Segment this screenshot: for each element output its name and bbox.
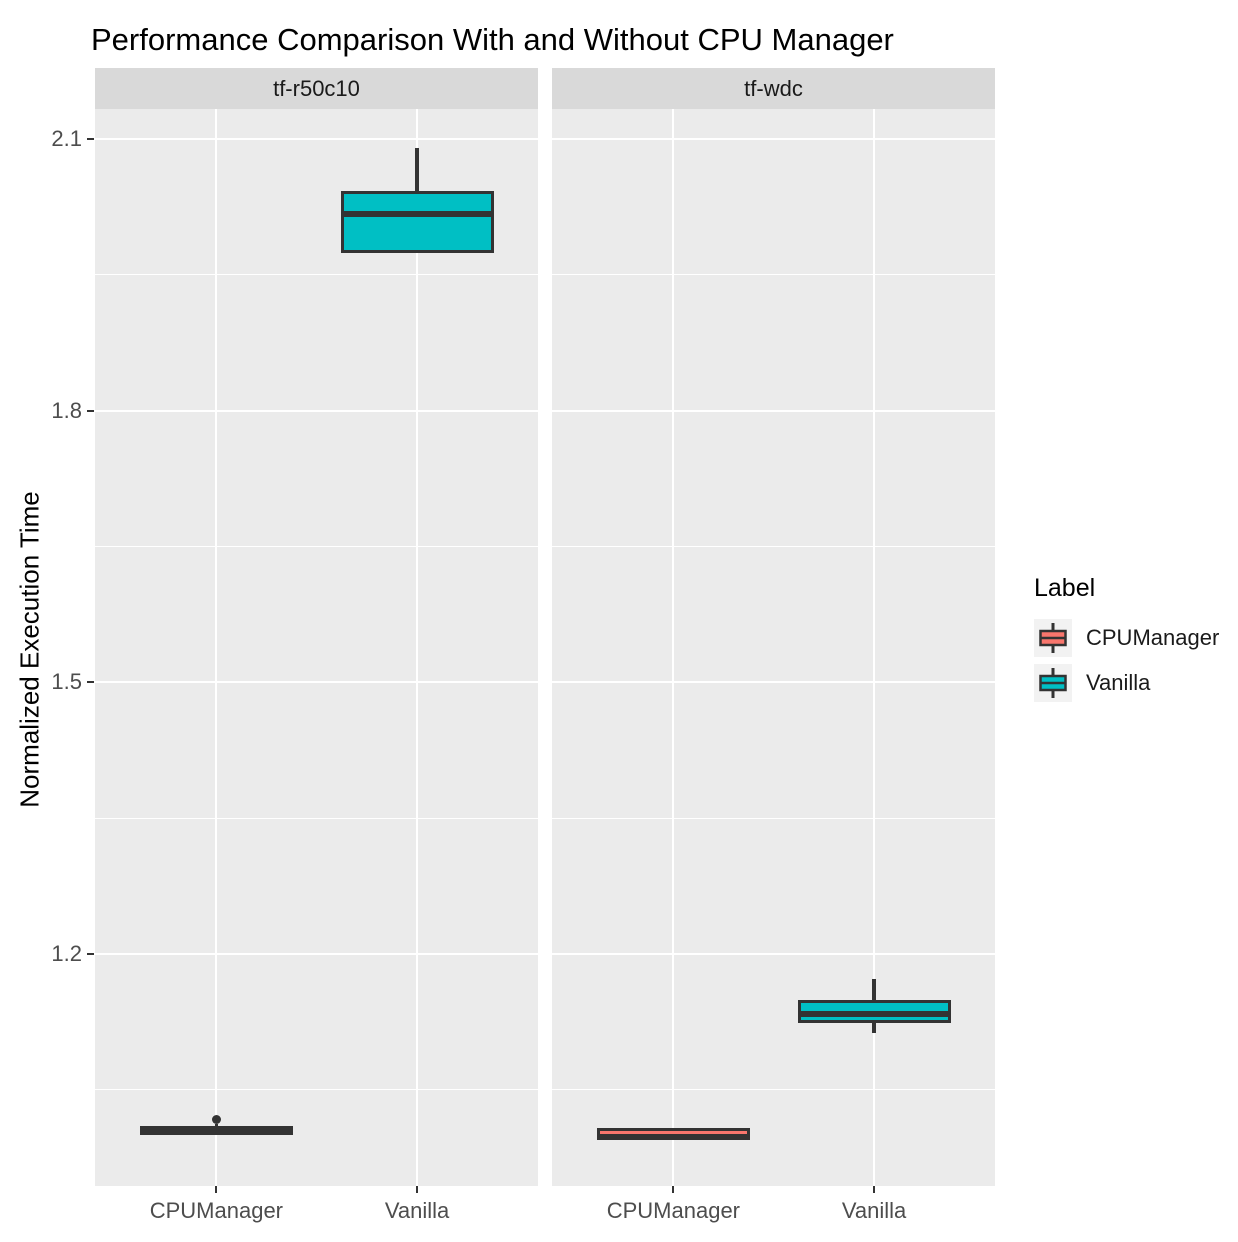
boxplot-upper-whisker bbox=[214, 1124, 219, 1127]
major-gridline bbox=[95, 953, 538, 956]
legend-title: Label bbox=[1034, 574, 1096, 602]
legend: Label CPUManager Vanilla bbox=[1034, 574, 1238, 709]
minor-gridline bbox=[552, 817, 995, 819]
facet-strip-label: tf-wdc bbox=[744, 75, 803, 101]
y-tick-label: 1.2 bbox=[51, 941, 82, 967]
x-tick-label: CPUManager bbox=[606, 1198, 741, 1223]
major-gridline bbox=[552, 953, 995, 956]
boxplot-median-line bbox=[340, 211, 494, 218]
facet-strip: tf-r50c10 bbox=[95, 68, 538, 109]
legend-key-boxplot-icon bbox=[1034, 619, 1072, 657]
y-axis-title: Normalized Execution Time bbox=[14, 491, 45, 808]
boxplot-box bbox=[340, 190, 494, 254]
minor-gridline bbox=[552, 1089, 995, 1091]
y-axis-tick bbox=[87, 681, 94, 684]
panel-background bbox=[552, 109, 995, 1186]
legend-entry: CPUManager bbox=[1034, 619, 1238, 657]
major-gridline bbox=[95, 681, 538, 684]
boxplot-upper-whisker bbox=[415, 148, 419, 191]
minor-gridline bbox=[95, 1089, 538, 1091]
category-gridline bbox=[416, 109, 419, 1186]
chart-title: Performance Comparison With and Without … bbox=[91, 22, 894, 57]
y-axis-tick bbox=[87, 953, 94, 956]
y-tick-label: 2.1 bbox=[51, 126, 82, 151]
x-tick-label: CPUManager bbox=[149, 1198, 284, 1223]
minor-gridline bbox=[552, 274, 995, 276]
minor-gridline bbox=[552, 546, 995, 548]
x-tick-label: Vanilla bbox=[841, 1198, 907, 1223]
boxplot-lower-whisker bbox=[872, 1022, 876, 1033]
boxplot-median-line bbox=[797, 1010, 951, 1017]
major-gridline bbox=[552, 138, 995, 140]
category-gridline bbox=[672, 109, 675, 1186]
major-gridline bbox=[552, 681, 995, 684]
facet-strip-label: tf-r50c10 bbox=[273, 75, 360, 101]
boxplot-median-line bbox=[596, 1134, 750, 1141]
legend-entry-label: Vanilla bbox=[1086, 670, 1151, 695]
boxplot-upper-whisker bbox=[872, 979, 876, 1001]
major-gridline bbox=[95, 138, 538, 140]
y-tick-label: 1.8 bbox=[51, 397, 82, 423]
minor-gridline bbox=[95, 817, 538, 819]
minor-gridline bbox=[95, 546, 538, 548]
x-axis-tick bbox=[672, 1186, 675, 1193]
y-axis-tick bbox=[87, 138, 94, 140]
facet-strip: tf-wdc bbox=[552, 68, 995, 109]
panel-background bbox=[95, 109, 538, 1186]
y-axis-tick bbox=[87, 409, 94, 412]
x-axis-tick bbox=[215, 1186, 218, 1193]
legend-entry-label: CPUManager bbox=[1086, 625, 1220, 650]
y-tick-label: 1.5 bbox=[51, 669, 82, 695]
category-gridline bbox=[873, 109, 876, 1186]
legend-entry: Vanilla bbox=[1034, 664, 1238, 702]
boxplot-median-line bbox=[139, 1126, 293, 1133]
outlier-point bbox=[211, 1115, 221, 1125]
category-gridline bbox=[215, 109, 218, 1186]
major-gridline bbox=[552, 409, 995, 412]
legend-entries: CPUManager Vanilla bbox=[1034, 619, 1238, 702]
legend-key-boxplot-icon bbox=[1034, 664, 1072, 702]
x-axis-tick bbox=[873, 1186, 876, 1193]
x-tick-label: Vanilla bbox=[384, 1198, 450, 1223]
x-axis-tick bbox=[416, 1186, 419, 1193]
minor-gridline bbox=[95, 274, 538, 276]
major-gridline bbox=[95, 409, 538, 412]
